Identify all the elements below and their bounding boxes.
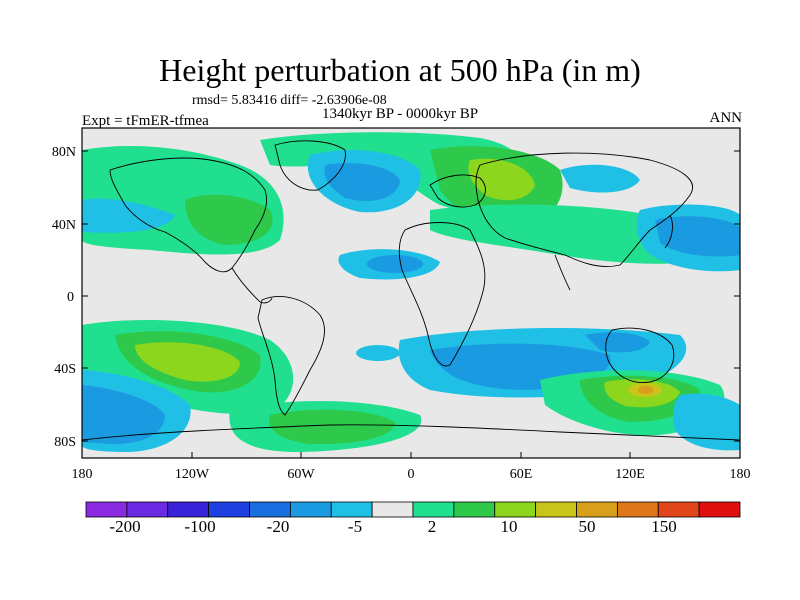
lon-label: 120E [615, 467, 645, 482]
lon-label: 180 [730, 467, 751, 482]
stats-text: rmsd= 5.83416 diff= -2.63906e-08 [192, 93, 387, 108]
colorbar-swatch [453, 501, 496, 518]
colorbar-label: -20 [267, 517, 290, 536]
chart-title: Height perturbation at 500 hPa (in m) [159, 52, 641, 88]
colorbar-swatch [167, 501, 210, 518]
lon-label: 0 [408, 467, 415, 482]
colorbar-swatch [249, 501, 291, 518]
lon-label: 60W [287, 467, 315, 482]
colorbar-swatch [576, 501, 618, 518]
colorbar-swatch [85, 501, 128, 518]
lat-label: 80N [52, 145, 76, 160]
field-contours [82, 128, 740, 458]
colorbar [85, 501, 741, 518]
colorbar-swatch [371, 501, 414, 518]
colorbar-swatch [412, 501, 455, 518]
lon-label: 120W [175, 467, 210, 482]
period-text: 1340kyr BP - 0000kyr BP [322, 106, 479, 122]
colorbar-label: 2 [428, 517, 437, 536]
lat-label: 40S [54, 362, 76, 377]
colorbar-swatch [330, 501, 373, 518]
colorbar-label: 150 [651, 517, 677, 536]
colorbar-label: 10 [501, 517, 518, 536]
lat-label: 80S [54, 435, 76, 450]
lon-label: 60E [510, 467, 533, 482]
colorbar-swatch [289, 501, 332, 518]
colorbar-swatch [535, 501, 577, 518]
colorbar-labels: -200 -100 -20 -5 2 10 50 150 [109, 517, 676, 536]
lat-label: 0 [67, 290, 74, 305]
lat-label: 40N [52, 218, 76, 233]
season-label: ANN [709, 110, 743, 126]
lon-label: 180 [72, 467, 93, 482]
colorbar-swatch [208, 501, 250, 518]
colorbar-label: 50 [579, 517, 596, 536]
colorbar-label: -100 [184, 517, 215, 536]
lat-axis: 80N 40N 0 40S 80S [52, 145, 740, 450]
colorbar-swatch [494, 501, 537, 518]
colorbar-swatch [616, 501, 659, 518]
colorbar-swatch [126, 501, 169, 518]
experiment-label: Expt = tFmER-tfmea [82, 113, 209, 129]
colorbar-label: -5 [348, 517, 362, 536]
colorbar-swatch [698, 501, 741, 518]
colorbar-label: -200 [109, 517, 140, 536]
colorbar-swatch [657, 501, 700, 518]
lon-axis: 180 120W 60W 0 60E 120E 180 [72, 452, 751, 482]
